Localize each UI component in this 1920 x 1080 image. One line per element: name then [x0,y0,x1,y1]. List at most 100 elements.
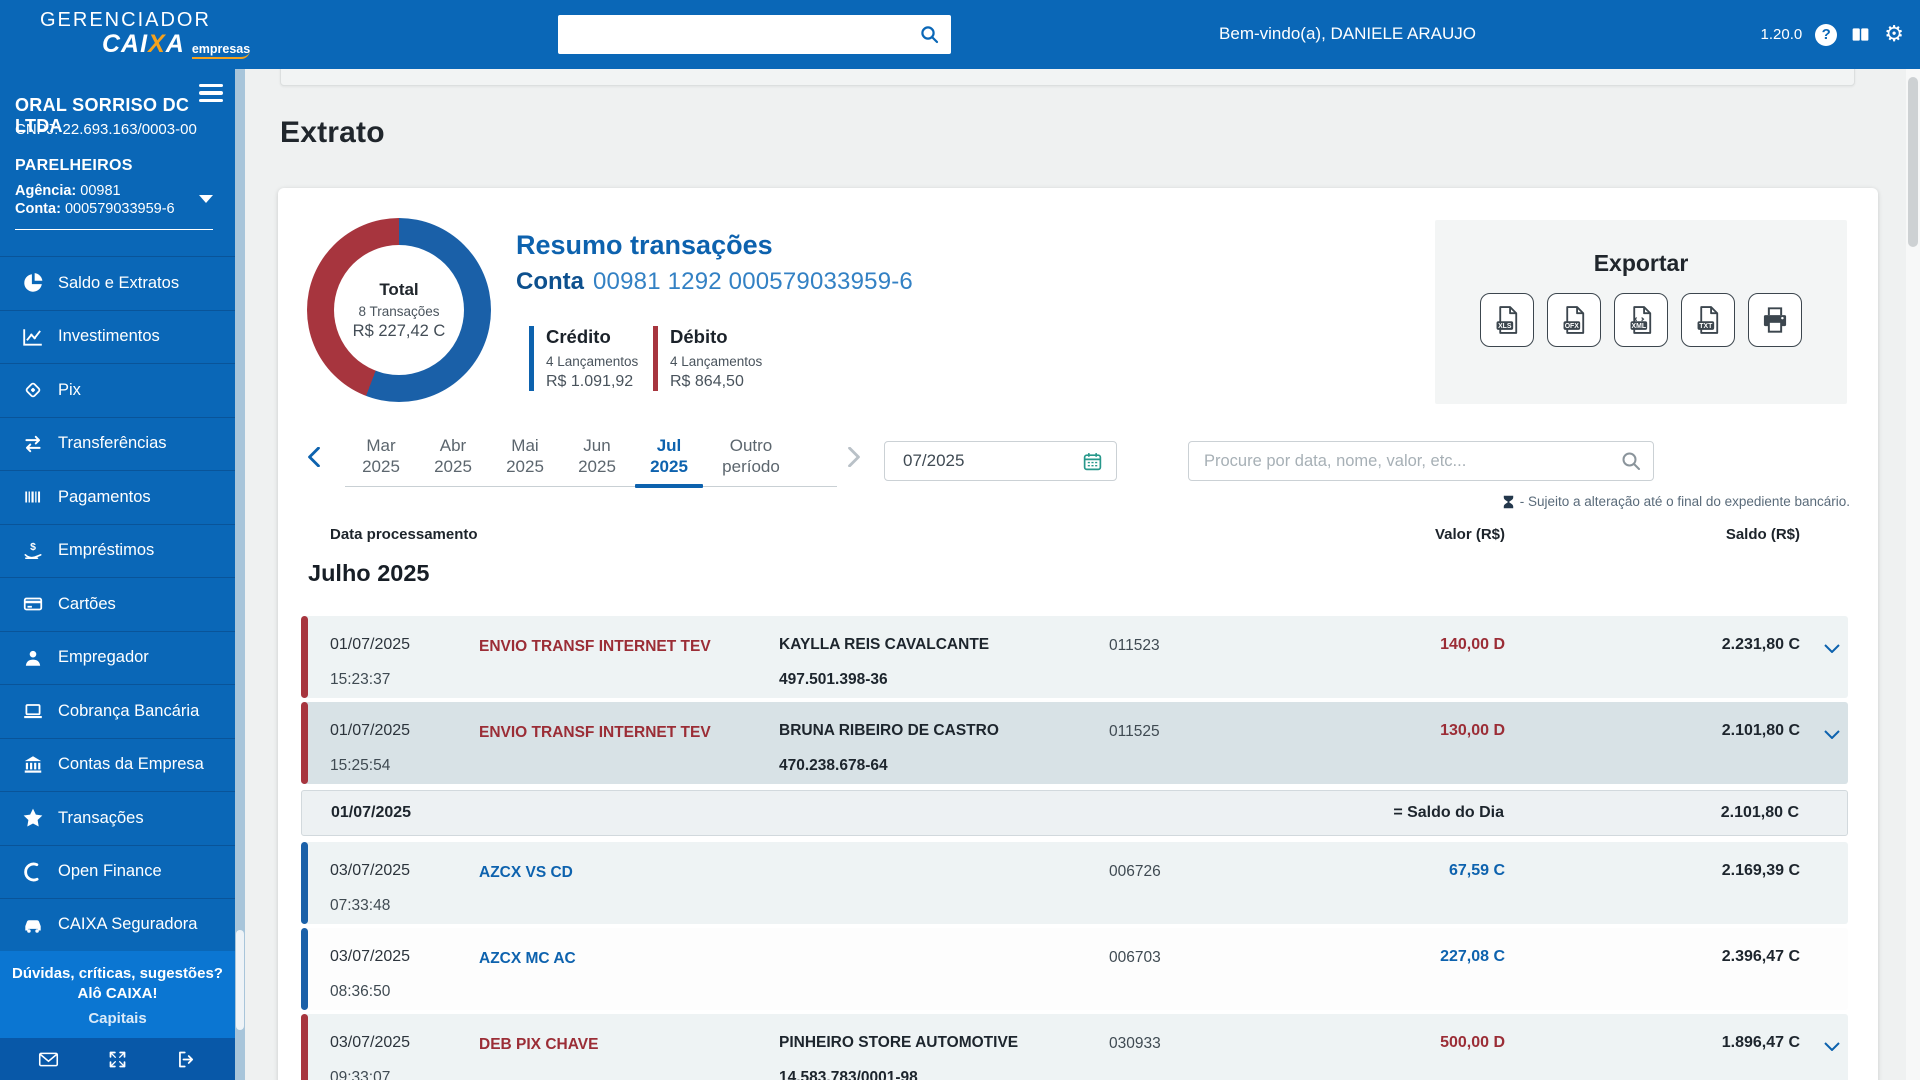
sidebar-item-open-finance[interactable]: Open Finance [0,845,235,899]
alo-caixa-panel[interactable]: Dúvidas, críticas, sugestões? Alô CAIXA!… [0,951,235,1038]
table-row[interactable]: 01/07/2025 15:23:37 ENVIO TRANSF INTERNE… [301,616,1848,698]
sidebar-scrollbar-thumb[interactable] [236,930,244,1030]
sidebar-item-transferencias[interactable]: Transferências [0,417,235,471]
table-row[interactable]: 03/07/2025 09:33:07 DEB PIX CHAVE PINHEI… [301,1014,1848,1080]
ofx-file-icon: OFX [1558,304,1590,336]
page-scrollbar[interactable] [1906,69,1920,1080]
summary-heading: Resumo transações [516,230,773,261]
row-document: 470.238.678-64 [779,757,1109,775]
help-icon[interactable]: ? [1815,24,1837,46]
sidebar-bottom-bar [0,1038,235,1080]
row-balance: 2.101,80 C [1505,722,1800,740]
sidebar-item-caixa-seguradora[interactable]: CAIXA Seguradora [0,898,235,952]
transaction-search-box[interactable] [1188,441,1654,481]
expand-icon[interactable] [107,1049,128,1070]
header-search-box[interactable] [558,15,951,54]
sidebar-item-cartoes[interactable]: Cartões [0,577,235,631]
credit-card-icon [22,593,44,615]
tab-abr-2025[interactable]: Abr2025 [417,435,489,486]
row-document: 14.583.783/0001-98 [779,1069,1109,1080]
row-type: ENVIO TRANSF INTERNET TEV [479,722,779,742]
page-scrollbar-thumb[interactable] [1908,77,1918,247]
account-number: 000579033959-6 [65,201,175,217]
row-lot-number: 030933 [1109,1034,1289,1053]
barcode-icon [22,486,44,508]
row-lot-number: 011523 [1109,636,1289,655]
donut-transaction-count: 8 Transações [358,304,439,319]
tab-jun-2025[interactable]: Jun2025 [561,435,633,486]
extract-card: Total 8 Transações R$ 227,42 C Resumo tr… [278,188,1878,1080]
apps-panel-icon[interactable] [1850,24,1871,45]
day-balance-value: 2.101,80 C [1504,804,1799,822]
export-ofx-button[interactable]: OFX [1547,293,1601,347]
row-type: ENVIO TRANSF INTERNET TEV [479,636,779,656]
next-months-chevron-icon[interactable] [848,447,860,467]
branch-name: PARELHEIROS [15,157,133,175]
hourglass-icon [1503,495,1514,509]
search-icon[interactable] [1621,451,1641,471]
svg-text:XLS: XLS [1498,323,1512,330]
row-accent-bar [301,842,308,924]
export-xls-button[interactable]: XLS [1480,293,1534,347]
credit-summary: Crédito 4 Lançamentos R$ 1.091,92 [529,326,639,391]
chevron-down-icon[interactable] [1824,640,1840,698]
transaction-search-input[interactable] [1189,452,1621,471]
date-picker-value: 07/2025 [885,451,1082,471]
row-time: 15:23:37 [330,671,479,689]
sidebar-item-pagamentos[interactable]: Pagamentos [0,470,235,524]
previous-months-chevron-icon[interactable] [308,447,320,467]
month-date-picker[interactable]: 07/2025 [884,441,1117,481]
sidebar-item-pix[interactable]: Pix [0,363,235,417]
sidebar-item-saldo-e-extratos[interactable]: Saldo e Extratos [0,256,235,310]
logo-x-accent: X [148,30,166,58]
sidebar-item-empregador[interactable]: Empregador [0,631,235,685]
month-section-label: Julho 2025 [308,560,429,587]
tab-outro-periodo[interactable]: Outroperíodo [705,435,797,486]
tab-mai-2025[interactable]: Mai2025 [489,435,561,486]
chevron-down-icon[interactable] [1824,726,1840,784]
transfer-arrows-icon [22,433,44,455]
settings-gear-icon[interactable]: ⚙ [1884,24,1904,46]
row-counterparty: BRUNA RIBEIRO DE CASTRO [779,722,1109,740]
account-full-number: 00981 1292 000579033959-6 [593,268,913,295]
sidebar-item-transacoes[interactable]: Transações [0,791,235,845]
donut-total-label: Total [379,280,418,300]
row-lot-number: 006703 [1109,948,1289,967]
sidebar-scrollbar[interactable] [235,69,245,1080]
txt-file-icon: TXT [1692,304,1724,336]
day-balance-date: 01/07/2025 [302,804,480,822]
table-row[interactable]: 03/07/2025 08:36:50 AZCX MC AC 006703 22… [301,928,1848,1010]
export-txt-button[interactable]: TXT [1681,293,1735,347]
export-xml-button[interactable]: XML [1614,293,1668,347]
tab-jul-2025[interactable]: Jul2025 [633,435,705,486]
row-time: 09:33:07 [330,1069,479,1080]
sidebar-item-investimentos[interactable]: Investimentos [0,310,235,364]
sidebar: ORAL SORRISO DC LTDA CNPJ: 22.693.163/00… [0,69,235,1080]
logout-icon[interactable] [176,1049,197,1070]
sidebar-item-emprestimos[interactable]: $ Empréstimos [0,524,235,578]
account-dropdown-caret-icon[interactable] [199,195,213,203]
bank-icon [22,754,44,776]
row-time: 07:33:48 [330,897,479,915]
header-search-input[interactable] [558,26,920,44]
open-ring-icon [22,861,44,883]
row-time: 15:25:54 [330,757,479,775]
day-balance-row: 01/07/2025 = Saldo do Dia 2.101,80 C [301,790,1848,836]
print-button[interactable] [1748,293,1802,347]
row-value: 500,00 D [1289,1034,1505,1052]
logo-line1: GERENCIADOR [40,9,250,32]
tab-mar-2025[interactable]: Mar2025 [345,435,417,486]
table-row[interactable]: 03/07/2025 07:33:48 AZCX VS CD 006726 67… [301,842,1848,924]
month-tabs: Mar2025 Abr2025 Mai2025 Jun2025 Jul2025 … [345,435,837,487]
agency-number: 00981 [80,183,120,199]
envelope-icon[interactable] [38,1049,59,1070]
sidebar-item-contas-da-empresa[interactable]: Contas da Empresa [0,738,235,792]
table-row[interactable]: 01/07/2025 15:25:54 ENVIO TRANSF INTERNE… [301,702,1848,784]
column-header-date: Data processamento [301,526,779,543]
calendar-icon[interactable] [1082,451,1103,472]
search-icon[interactable] [920,25,939,44]
sidebar-item-cobranca-bancaria[interactable]: Cobrança Bancária [0,684,235,738]
account-selector[interactable]: Agência: 00981 Conta: 000579033959-6 [15,182,175,218]
chevron-down-icon[interactable] [1824,1038,1840,1080]
row-balance: 2.231,80 C [1505,636,1800,654]
